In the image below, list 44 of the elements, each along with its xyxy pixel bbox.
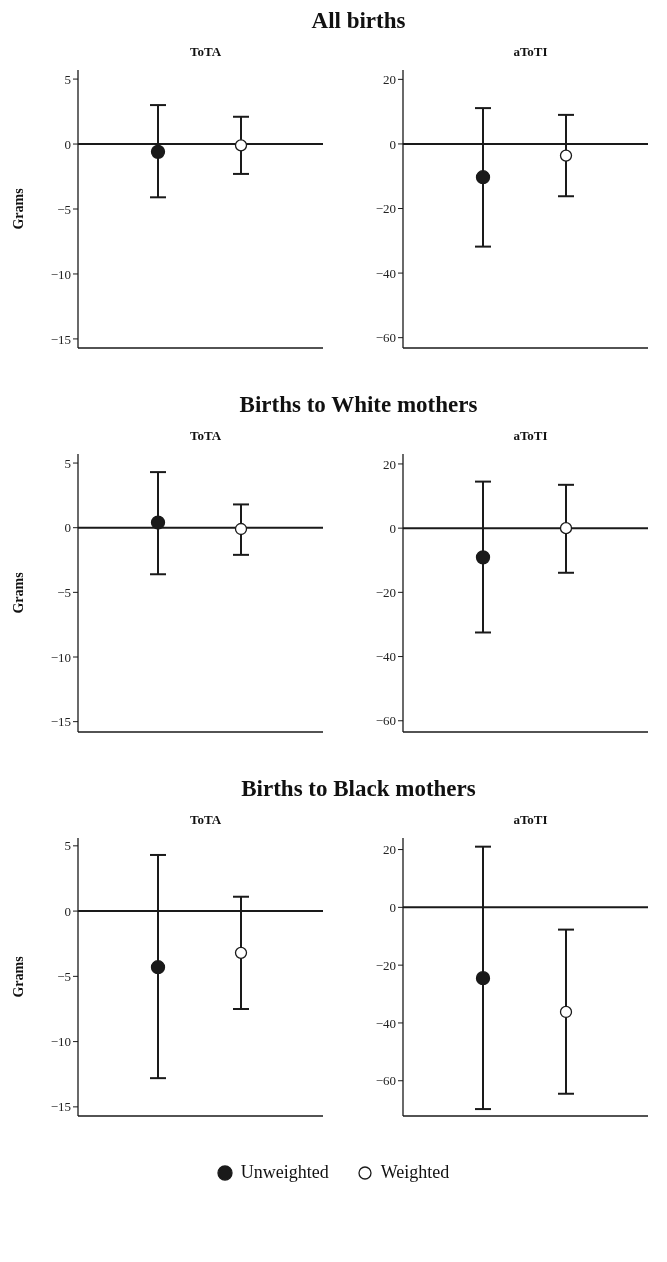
y-axis-title: Grams	[10, 571, 26, 614]
y-tick-label: 0	[389, 136, 396, 152]
y-tick-label: 0	[64, 903, 71, 919]
y-tick-label: 0	[64, 136, 71, 152]
y-tick-label: −40	[375, 1015, 396, 1031]
chart-subtitle: ToTA	[188, 812, 223, 829]
y-tick-label: −10	[50, 649, 71, 665]
y-tick-label: 0	[64, 520, 71, 536]
y-tick-label: −40	[375, 649, 396, 665]
chart-title: Births to White mothers	[238, 392, 479, 419]
chart-title: Births to Black mothers	[240, 776, 477, 803]
legend-label: Unweighted	[240, 1162, 329, 1183]
chart-subtitle: ToTA	[188, 44, 223, 61]
chart-subtitle: aToTI	[512, 812, 549, 829]
y-tick-label: −60	[375, 713, 396, 729]
y-tick-label: −10	[50, 266, 71, 282]
y-tick-label: −20	[375, 201, 396, 217]
y-tick-label: −15	[50, 714, 71, 730]
y-axis-title: Grams	[10, 187, 26, 230]
y-tick-label: 20	[383, 456, 396, 472]
legend-label: Weighted	[380, 1162, 450, 1183]
y-tick-label: 20	[383, 842, 396, 858]
y-tick-label: −15	[50, 331, 71, 347]
y-tick-label: −10	[50, 1034, 71, 1050]
chart-title: All births	[310, 8, 407, 35]
chart-subtitle: aToTI	[512, 44, 549, 61]
y-tick-label: −60	[375, 330, 396, 346]
y-tick-label: 5	[64, 455, 71, 471]
y-tick-label: 0	[389, 899, 396, 915]
y-tick-label: −40	[375, 265, 396, 281]
chart-subtitle: aToTI	[512, 428, 549, 445]
y-axis-title: Grams	[10, 955, 26, 998]
chart-subtitle: ToTA	[188, 428, 223, 445]
y-tick-label: −20	[375, 584, 396, 600]
y-tick-label: −5	[57, 584, 71, 600]
y-tick-label: −5	[57, 201, 71, 217]
y-tick-label: 0	[389, 520, 396, 536]
y-tick-label: 20	[383, 71, 396, 87]
y-tick-label: −5	[57, 968, 71, 984]
y-tick-label: −20	[375, 957, 396, 973]
y-tick-label: −15	[50, 1099, 71, 1115]
y-tick-label: 5	[64, 838, 71, 854]
y-tick-label: −60	[375, 1073, 396, 1089]
y-tick-label: 5	[64, 71, 71, 87]
